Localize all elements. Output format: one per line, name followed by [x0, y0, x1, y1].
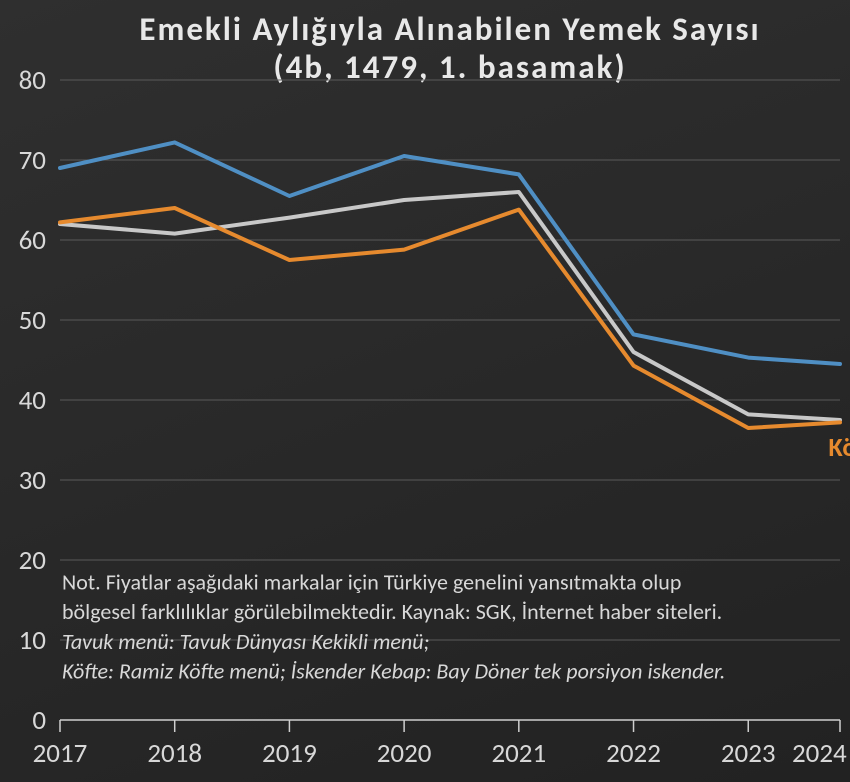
line-chart: Emekli Aylığıyla Alınabilen Yemek Sayısı… [0, 0, 850, 782]
y-tick-label: 70 [19, 144, 46, 177]
x-tick-label: 2021 [491, 737, 546, 770]
y-tick-label: 40 [19, 384, 46, 417]
series-line-tavuk [60, 142, 840, 364]
series-label-kofte: Köfte [829, 431, 850, 463]
x-tick-label: 2020 [377, 737, 432, 770]
y-tick-label: 80 [19, 64, 46, 97]
x-tick-label: 2023 [721, 737, 776, 770]
y-tick-label: 30 [19, 464, 46, 497]
x-tick-label: 2018 [147, 737, 202, 770]
series-line-kofte [60, 208, 840, 428]
series-line-iskender [60, 192, 840, 420]
chart-note-line: Tavuk menü: Tavuk Dünyası Kekikli menü; [62, 628, 429, 655]
x-tick-label: 2024 Ağ. [792, 737, 850, 770]
chart-container: Emekli Aylığıyla Alınabilen Yemek Sayısı… [0, 0, 850, 782]
chart-note-line: Not. Fiyatlar aşağıdaki markalar için Tü… [62, 569, 681, 596]
chart-note-line: bölgesel farklılıklar görülebilmektedir.… [62, 598, 722, 625]
chart-title-line2: (4b, 1479, 1. basamak) [273, 47, 626, 87]
x-tick-label: 2017 [33, 737, 88, 770]
chart-note-line: Köfte: Ramiz Köfte menü; İskender Kebap:… [62, 657, 725, 684]
y-tick-label: 60 [19, 224, 46, 257]
x-tick-label: 2022 [606, 737, 661, 770]
y-tick-label: 10 [19, 624, 46, 657]
x-tick-label: 2019 [262, 737, 317, 770]
y-tick-label: 0 [32, 704, 46, 737]
chart-title-line1: Emekli Aylığıyla Alınabilen Yemek Sayısı [139, 9, 760, 49]
y-tick-label: 50 [19, 304, 46, 337]
y-tick-label: 20 [19, 544, 46, 577]
